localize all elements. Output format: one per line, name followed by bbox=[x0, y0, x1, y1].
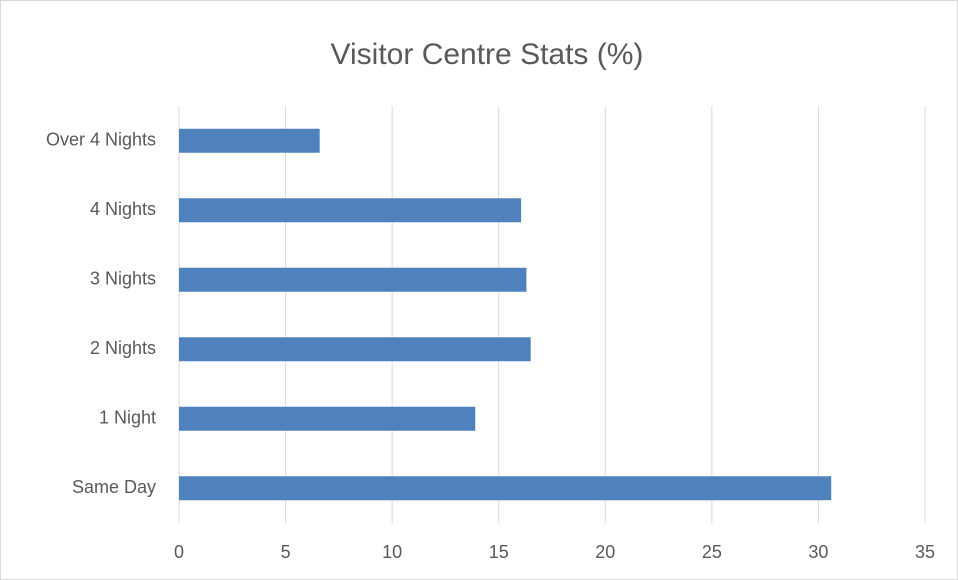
x-tick-label: 25 bbox=[702, 542, 722, 562]
x-tick-label: 15 bbox=[489, 542, 509, 562]
y-tick-label: 1 Night bbox=[99, 408, 156, 428]
bar bbox=[179, 337, 531, 362]
bar bbox=[179, 476, 832, 501]
x-tick-label: 0 bbox=[174, 542, 184, 562]
y-tick-label: Over 4 Nights bbox=[46, 130, 156, 150]
x-tick-label: 30 bbox=[808, 542, 828, 562]
chart-title: Visitor Centre Stats (%) bbox=[331, 38, 644, 71]
x-tick-label: 10 bbox=[382, 542, 402, 562]
bar bbox=[179, 406, 476, 431]
bar bbox=[179, 128, 320, 153]
x-tick-label: 20 bbox=[595, 542, 615, 562]
y-tick-label: 2 Nights bbox=[90, 338, 156, 358]
x-tick-label: 35 bbox=[915, 542, 935, 562]
y-tick-label: 4 Nights bbox=[90, 199, 156, 219]
bar bbox=[179, 198, 522, 223]
y-tick-label: Same Day bbox=[72, 477, 156, 497]
bar bbox=[179, 267, 527, 292]
x-tick-label: 5 bbox=[281, 542, 291, 562]
y-tick-label: 3 Nights bbox=[90, 269, 156, 289]
